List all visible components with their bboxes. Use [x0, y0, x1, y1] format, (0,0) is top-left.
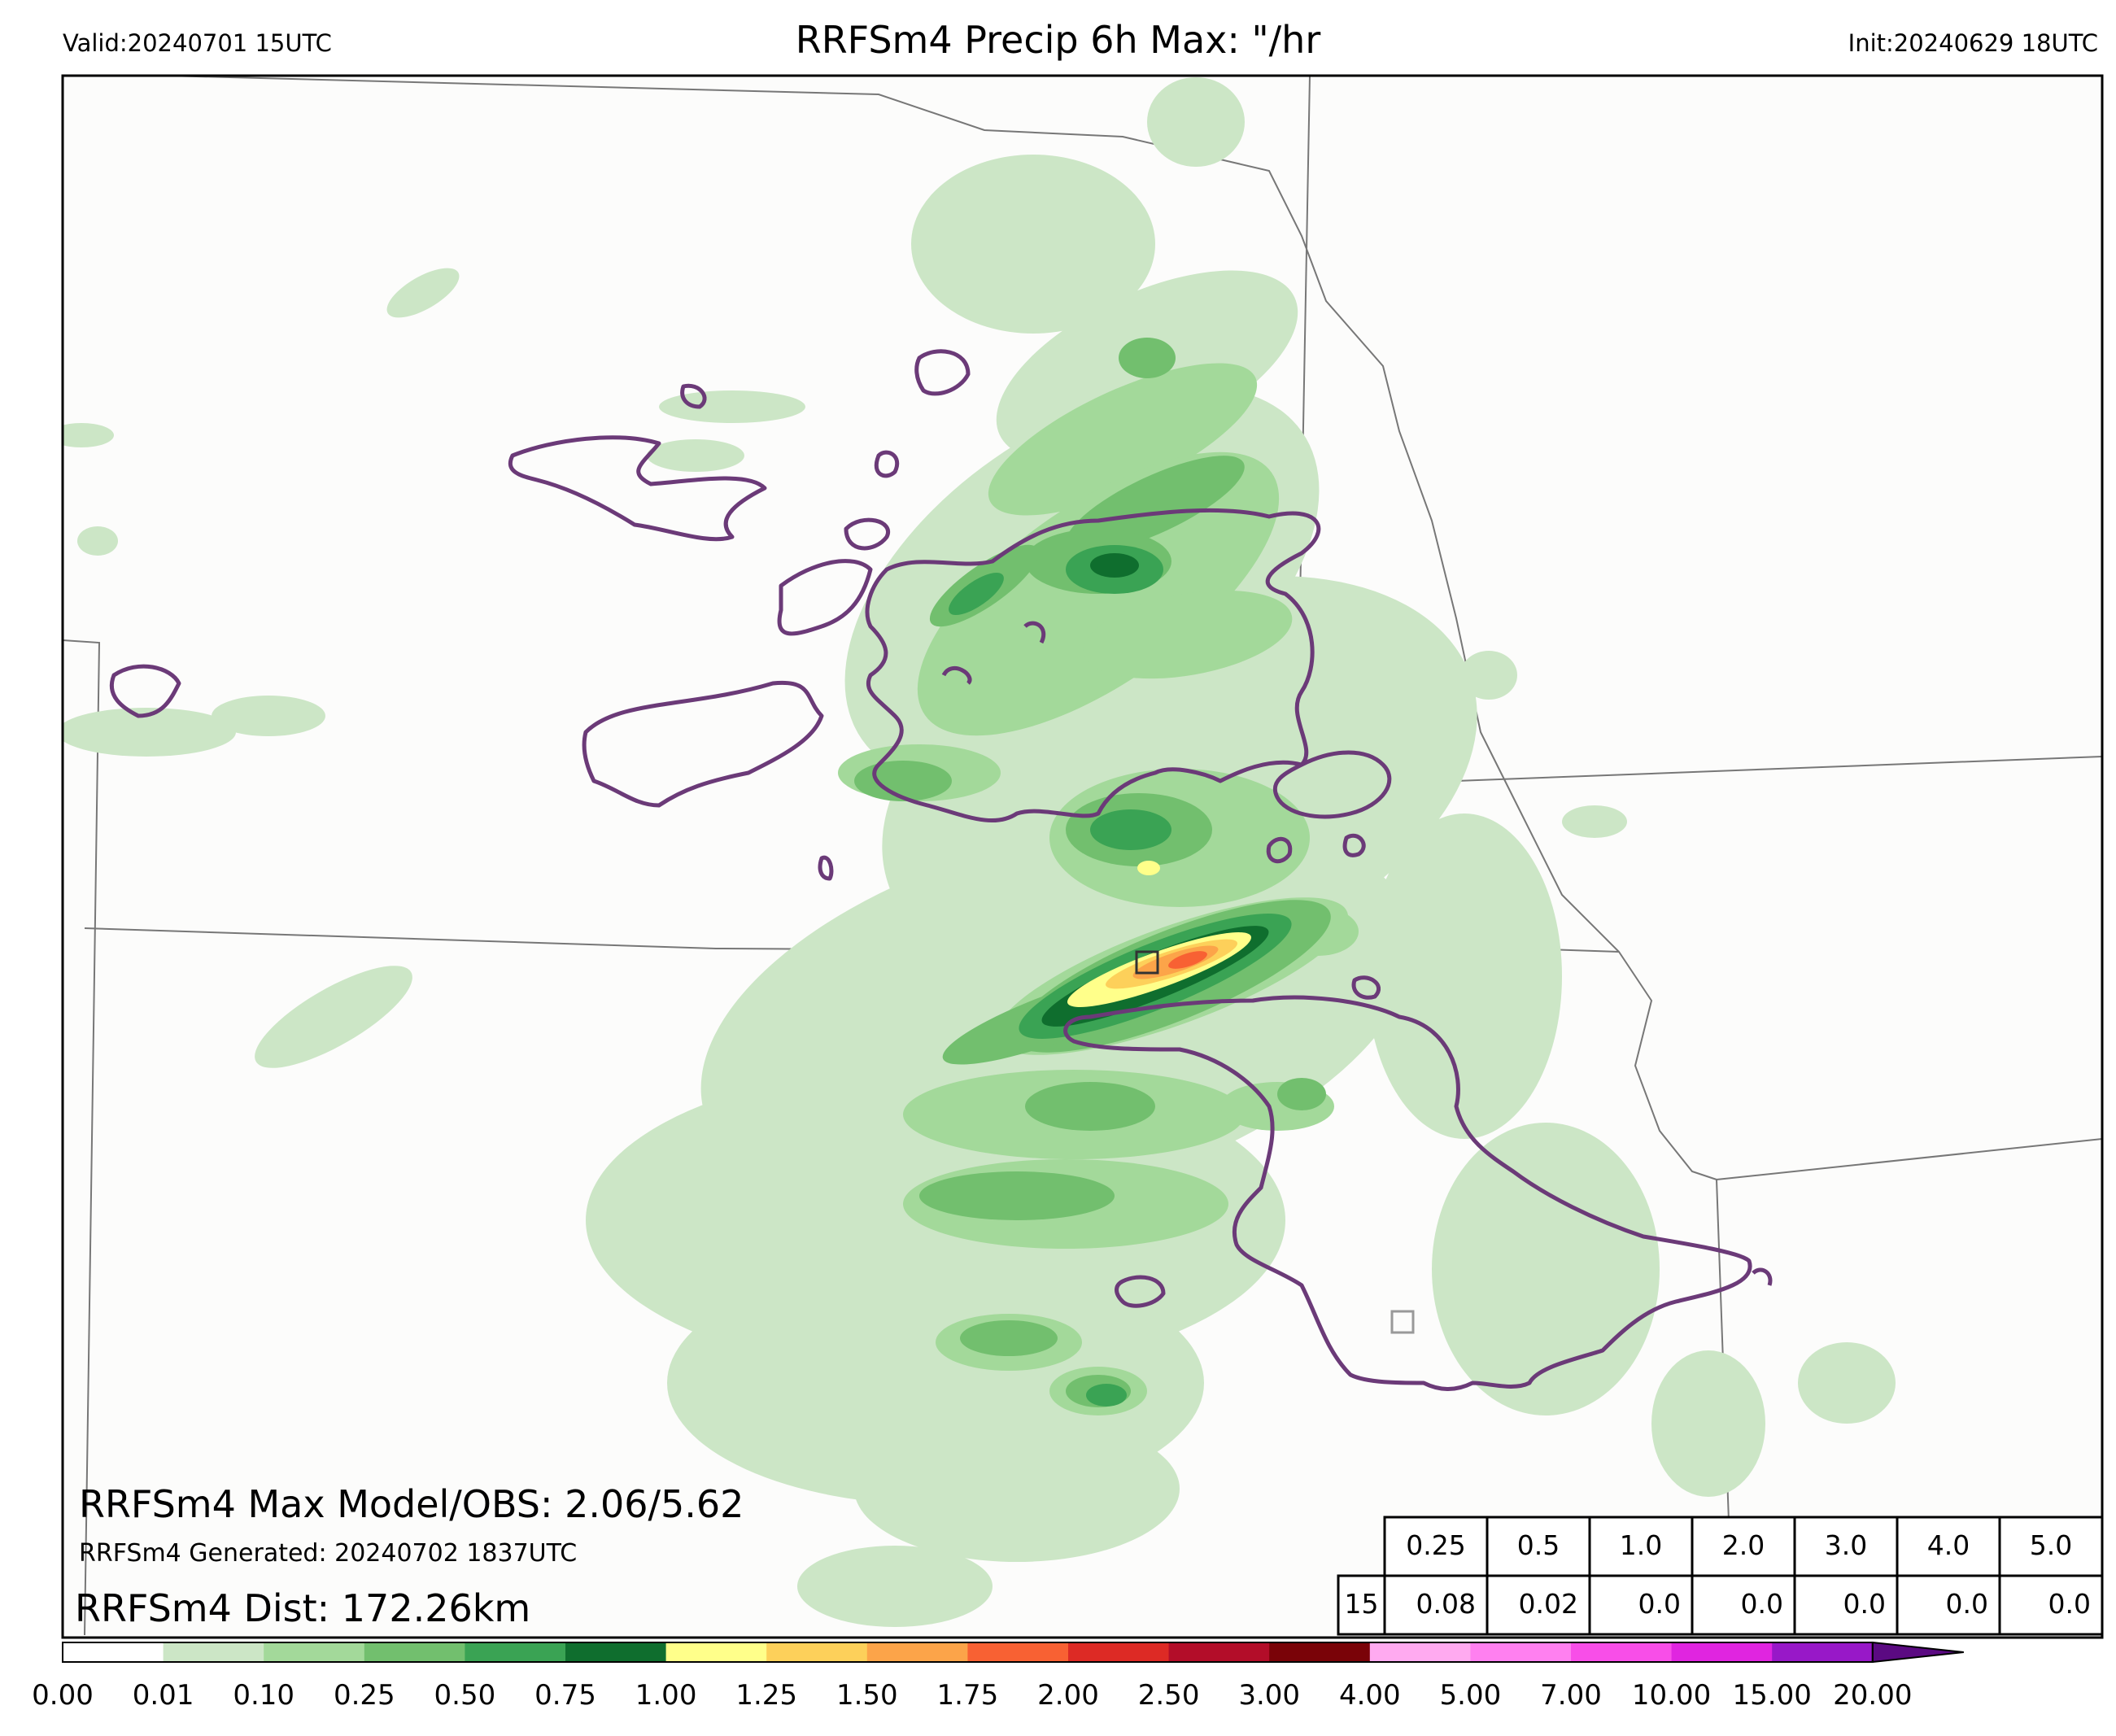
score-value: 0.0	[1638, 1588, 1681, 1620]
max-model-obs-label: RRFSm4 Max Model/OBS: 2.06/5.62	[79, 1482, 744, 1526]
score-value: 0.0	[2048, 1588, 2091, 1620]
score-value: 0.0	[1740, 1588, 1783, 1620]
colorbar-tick-label: 2.50	[1137, 1679, 1200, 1712]
generated-time-label: RRFSm4 Generated: 20240702 1837UTC	[79, 1539, 578, 1568]
colorbar-tick-label: 2.00	[1037, 1679, 1099, 1712]
threshold-header: 1.0	[1619, 1529, 1663, 1561]
colorbar-tick-label: 1.75	[936, 1679, 999, 1712]
colorbar-segment	[1269, 1642, 1371, 1662]
colorbar-tick-label: 20.00	[1833, 1679, 1913, 1712]
threshold-header: 5.0	[2029, 1529, 2073, 1561]
threshold-header: 0.25	[1406, 1529, 1466, 1561]
score-table	[1337, 1516, 2104, 1636]
model-max-marker	[1135, 950, 1159, 975]
colorbar-segment	[766, 1642, 868, 1662]
colorbar-segment	[1369, 1642, 1471, 1662]
colorbar-segment	[1772, 1642, 1874, 1662]
precip-peak	[1067, 861, 1252, 1007]
colorbar-segment	[1470, 1642, 1572, 1662]
colorbar-tick-label: 1.00	[635, 1679, 697, 1712]
colorbar-tick-label: 0.25	[333, 1679, 395, 1712]
obs-outlines	[109, 349, 1773, 1391]
colorbar-segment	[364, 1642, 465, 1662]
colorbar-tick-label: 10.00	[1631, 1679, 1712, 1712]
obs-max-marker	[1390, 1310, 1415, 1334]
colorbar-tick-label: 0.01	[132, 1679, 194, 1712]
colorbar-segment	[866, 1642, 968, 1662]
colorbar-tick-label: 4.00	[1338, 1679, 1401, 1712]
colorbar-segment	[565, 1642, 667, 1662]
colorbar-tick-label: 0.10	[233, 1679, 295, 1712]
colorbar-frame	[62, 1642, 1874, 1663]
colorbar-tick-label: 7.00	[1540, 1679, 1602, 1712]
colorbar-segment	[163, 1642, 264, 1662]
colorbar-tick-label: 3.00	[1238, 1679, 1301, 1712]
score-value: 0.0	[1843, 1588, 1886, 1620]
colorbar-segment	[63, 1642, 164, 1662]
score-value: 0.08	[1416, 1588, 1476, 1620]
threshold-header: 0.5	[1516, 1529, 1560, 1561]
colorbar-segment	[465, 1642, 566, 1662]
score-value: 0.02	[1518, 1588, 1578, 1620]
colorbar-segment	[1571, 1642, 1673, 1662]
colorbar-extend-arrow	[1871, 1641, 1964, 1664]
colorbar-tick-label: 15.00	[1732, 1679, 1812, 1712]
valid-time-label: Valid:20240701 15UTC	[63, 29, 332, 57]
init-time-label: Init:20240629 18UTC	[1848, 29, 2098, 57]
map-frame	[61, 74, 2104, 1639]
colorbar-segment	[1168, 1642, 1270, 1662]
colorbar-tick-label: 1.25	[735, 1679, 798, 1712]
distance-label: RRFSm4 Dist: 172.26km	[75, 1586, 531, 1630]
threshold-header: 4.0	[1926, 1529, 1970, 1561]
colorbar-segment	[1671, 1642, 1773, 1662]
colorbar	[62, 1641, 1964, 1664]
score-value: 0.0	[1945, 1588, 1988, 1620]
colorbar-segment	[264, 1642, 365, 1662]
threshold-header: 2.0	[1721, 1529, 1765, 1561]
row-label: 15	[1344, 1588, 1379, 1620]
colorbar-segment	[1068, 1642, 1170, 1662]
colorbar-tick-label: 1.50	[835, 1679, 898, 1712]
colorbar-tick-label: 0.75	[534, 1679, 596, 1712]
colorbar-tick-label: 0.50	[434, 1679, 496, 1712]
colorbar-tick-label: 0.00	[32, 1679, 94, 1712]
chart-title: RRFSm4 Precip 6h Max: "/hr	[795, 18, 1321, 62]
colorbar-segment	[967, 1642, 1069, 1662]
colorbar-segment	[665, 1642, 767, 1662]
threshold-header: 3.0	[1824, 1529, 1868, 1561]
colorbar-tick-label: 5.00	[1439, 1679, 1502, 1712]
